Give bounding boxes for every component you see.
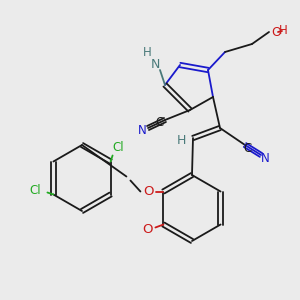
Text: N: N xyxy=(138,124,146,136)
Text: O: O xyxy=(271,26,281,38)
Text: H: H xyxy=(279,23,287,37)
Text: O: O xyxy=(142,223,153,236)
Text: N: N xyxy=(150,58,160,70)
Text: Cl: Cl xyxy=(113,141,124,154)
Text: H: H xyxy=(142,46,152,59)
Text: O: O xyxy=(143,185,154,198)
Text: C: C xyxy=(156,116,164,128)
Text: H: H xyxy=(176,134,186,148)
Text: C: C xyxy=(243,142,251,155)
Text: N: N xyxy=(261,152,269,166)
Text: Cl: Cl xyxy=(30,184,41,197)
